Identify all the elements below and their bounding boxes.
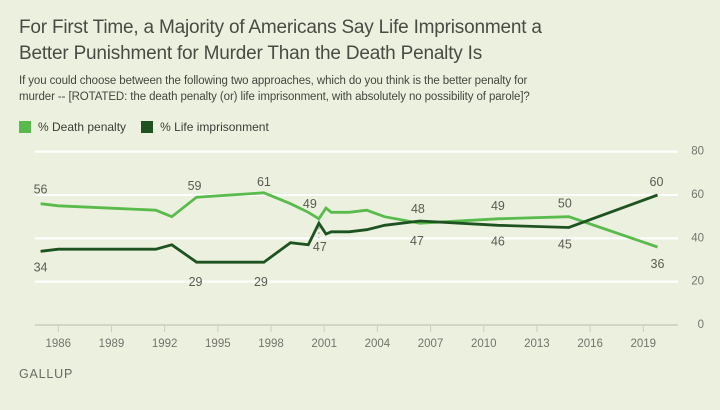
- point-label: 47: [410, 234, 424, 248]
- subtitle-line-2: murder -- [ROTATED: the death penalty (o…: [19, 91, 530, 103]
- y-axis-label: 60: [691, 189, 704, 201]
- x-axis-label: 2007: [418, 338, 444, 350]
- x-axis-label: 2001: [311, 338, 337, 350]
- legend-item-death-penalty: % Death penalty: [19, 120, 126, 134]
- x-axis-label: 1992: [152, 338, 178, 350]
- point-label: 29: [189, 275, 203, 289]
- x-axis-label: 1995: [205, 338, 231, 350]
- point-label: 60: [650, 175, 664, 189]
- survey-question-text: If you could choose between the followin…: [19, 73, 530, 105]
- x-axis-label: 2019: [630, 338, 656, 350]
- point-label: 50: [558, 197, 572, 211]
- point-label: 29: [254, 275, 268, 289]
- x-axis-label: 2010: [471, 338, 497, 350]
- point-label: 45: [558, 238, 572, 252]
- legend-label: % Life imprisonment: [160, 120, 269, 134]
- point-label: 61: [257, 175, 271, 189]
- y-axis-label: 40: [691, 232, 704, 244]
- point-label: 36: [651, 257, 665, 271]
- point-label: 46: [491, 234, 505, 248]
- point-label: 59: [188, 179, 202, 193]
- page-title: For First Time, a Majority of Americans …: [19, 15, 542, 67]
- chart-legend: % Death penalty % Life imprisonment: [19, 120, 269, 134]
- point-label: 56: [34, 183, 48, 197]
- x-axis-label: 1998: [258, 338, 284, 350]
- death-penalty-swatch-icon: [19, 121, 31, 133]
- point-label: 34: [34, 260, 48, 274]
- life-imprisonment-swatch-icon: [141, 121, 154, 133]
- x-axis-label: 1986: [46, 338, 72, 350]
- x-axis-label: 1989: [99, 338, 125, 350]
- title-line-2: Better Punishment for Murder Than the De…: [19, 43, 483, 64]
- point-label: 48: [411, 202, 425, 216]
- point-label: 49: [303, 197, 317, 211]
- y-axis-label: 80: [691, 146, 704, 158]
- x-axis-label: 2016: [577, 338, 603, 350]
- subtitle-line-1: If you could choose between the followin…: [19, 75, 528, 87]
- point-label: 49: [491, 199, 505, 213]
- y-axis-label: 20: [691, 276, 704, 288]
- title-line-1: For First Time, a Majority of Americans …: [19, 17, 542, 38]
- x-axis-label: 2004: [365, 338, 391, 350]
- x-axis-label: 2013: [524, 338, 550, 350]
- life-imprisonment-line: [40, 193, 658, 264]
- y-axis-label: 0: [698, 319, 704, 331]
- legend-label: % Death penalty: [38, 120, 127, 134]
- point-label: 47: [313, 240, 327, 254]
- legend-item-life-imprisonment: % Life imprisonment: [141, 120, 269, 134]
- gallup-brand: GALLUP: [19, 367, 74, 381]
